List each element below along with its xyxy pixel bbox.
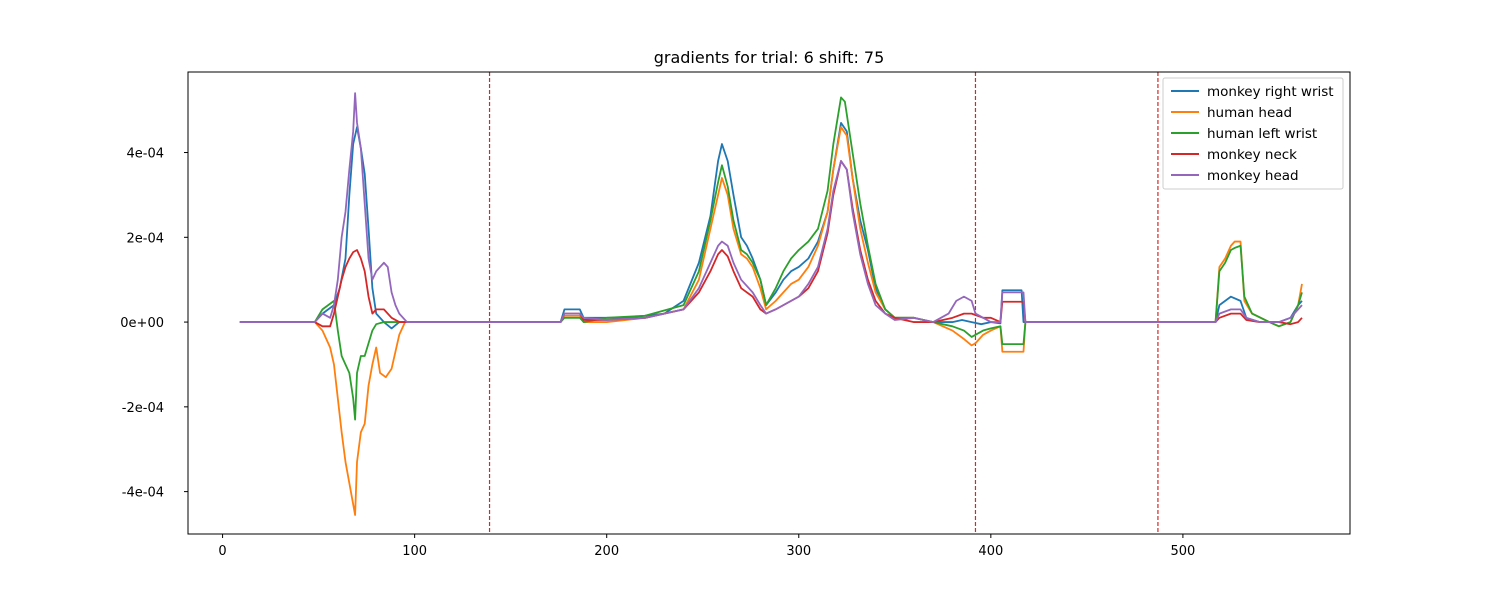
legend-label: human left wrist — [1207, 126, 1317, 142]
y-tick-label: 0e+00 — [120, 316, 164, 331]
y-tick-label: -2e-04 — [122, 401, 164, 416]
y-tick-label: 4e-04 — [126, 147, 164, 162]
series-line-monkey-head — [239, 92, 1303, 323]
x-tick-label: 0 — [218, 544, 226, 559]
x-tick-label: 100 — [402, 544, 427, 559]
x-tick-label: 500 — [1170, 544, 1195, 559]
y-axis: -4e-04 -2e-04 0e+00 2e-04 4e-04 — [120, 147, 188, 501]
series-line-monkey-right-wrist — [239, 121, 1303, 330]
vertical-markers — [488, 72, 1159, 534]
y-tick-label: -4e-04 — [122, 486, 164, 501]
y-tick-label: 2e-04 — [126, 231, 164, 246]
x-tick-label: 200 — [594, 544, 619, 559]
legend-label: monkey head — [1207, 168, 1299, 184]
x-axis: 0 100 200 300 400 500 — [218, 534, 1195, 559]
legend-label: human head — [1207, 105, 1292, 121]
x-tick-label: 400 — [978, 544, 1003, 559]
legend-box — [1162, 77, 1344, 190]
legend: monkey right wrist human head human left w… — [1162, 77, 1344, 190]
legend-label: monkey right wrist — [1207, 84, 1334, 100]
plot-frame — [187, 71, 1351, 535]
x-tick-label: 300 — [786, 544, 811, 559]
legend-label: monkey neck — [1207, 147, 1297, 163]
series-layer — [239, 92, 1303, 516]
chart-title: gradients for trial: 6 shift: 75 — [654, 48, 885, 67]
